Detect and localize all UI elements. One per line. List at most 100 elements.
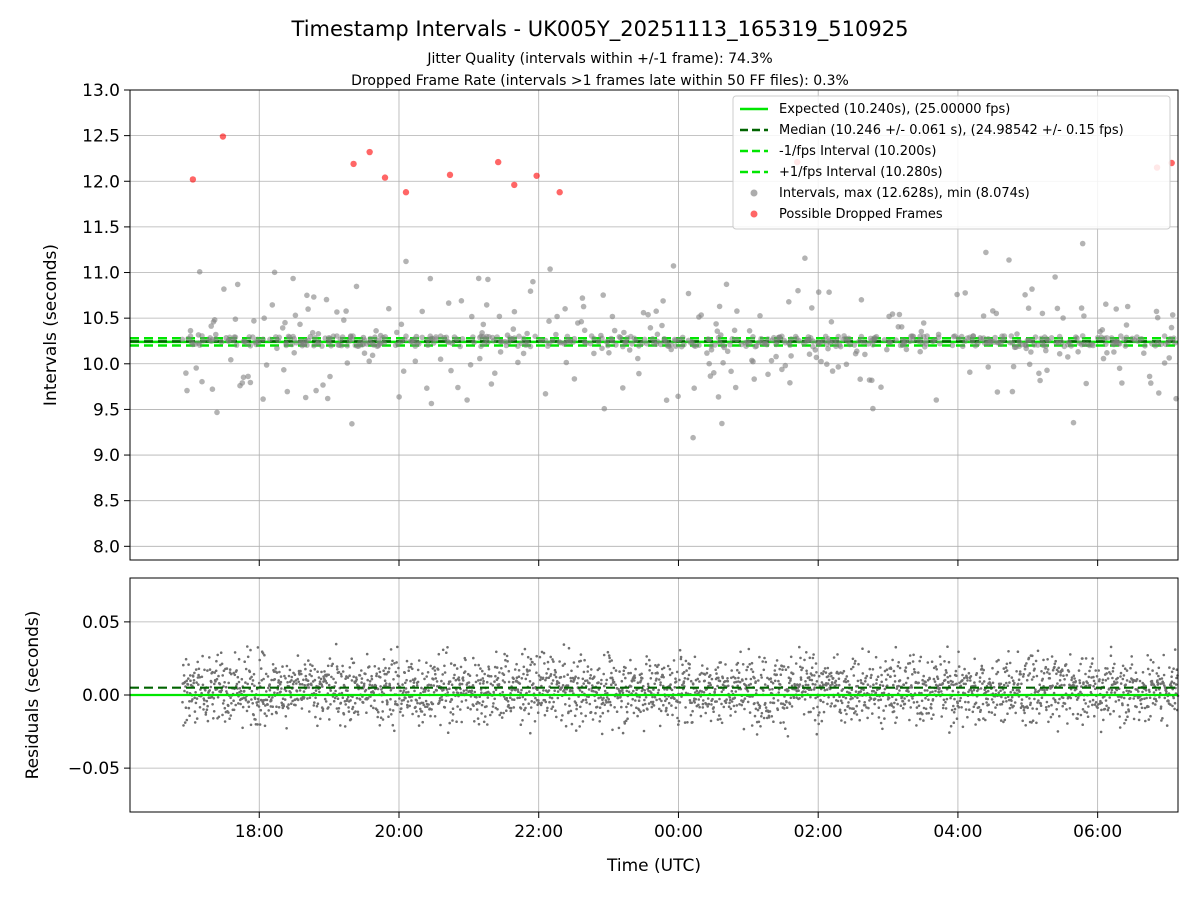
residual-point-2148 xyxy=(901,700,905,703)
residual-point-356 xyxy=(300,707,304,710)
interval-point-254 xyxy=(524,330,530,337)
residual-point-2064 xyxy=(873,702,876,706)
residual-point-857 xyxy=(468,674,472,677)
residual-point-800 xyxy=(449,711,453,714)
residual-point-2217 xyxy=(924,707,928,711)
residual-point-533 xyxy=(360,669,363,672)
residual-point-2278 xyxy=(945,671,948,674)
residual-point-2198 xyxy=(918,659,921,663)
residual-point-1180 xyxy=(577,676,580,680)
residual-point-2192 xyxy=(916,712,919,715)
residual-point-1838 xyxy=(797,685,801,688)
residual-point-2524 xyxy=(1027,656,1031,660)
interval-point-653 xyxy=(1100,355,1107,362)
interval-point-60 xyxy=(263,362,270,368)
interval-point-26 xyxy=(213,331,219,338)
residual-point-1224 xyxy=(591,718,595,721)
residual-point-1762 xyxy=(772,720,775,723)
residual-point-10 xyxy=(184,706,188,709)
residual-point-2221 xyxy=(926,689,929,692)
residual-point-2750 xyxy=(1103,707,1107,711)
residual-point-1018 xyxy=(522,665,526,669)
residual-point-2744 xyxy=(1101,678,1105,682)
residual-point-1375 xyxy=(642,709,645,712)
residual-point-236 xyxy=(260,679,264,682)
interval-point-209 xyxy=(467,362,474,368)
interval-point-120 xyxy=(338,342,345,349)
residual-point-2018 xyxy=(858,700,861,703)
residual-point-583 xyxy=(376,687,380,691)
residual-point-670 xyxy=(406,703,409,707)
interval-point-547 xyxy=(960,343,966,350)
residual-point-1421 xyxy=(657,678,661,681)
interval-point-133 xyxy=(353,283,360,290)
residual-point-1413 xyxy=(655,677,658,681)
residual-point-834 xyxy=(460,682,464,686)
residual-point-18 xyxy=(187,663,190,666)
residual-point-1175 xyxy=(575,707,578,711)
residual-point-491 xyxy=(345,698,349,701)
residual-point-1141 xyxy=(564,703,567,706)
residual-point-1072 xyxy=(540,650,544,654)
residual-point-227 xyxy=(257,700,260,703)
residual-point-2450 xyxy=(1002,683,1006,687)
bottom-panel-reference-lines xyxy=(130,686,1178,697)
residual-point-629 xyxy=(392,678,395,681)
residual-point-162 xyxy=(235,682,239,686)
residual-point-1369 xyxy=(640,672,643,676)
residual-point-641 xyxy=(396,703,399,707)
interval-point-655 xyxy=(1103,341,1109,348)
residual-point-1579 xyxy=(710,677,714,681)
top-panel-frame xyxy=(129,89,1179,561)
residual-point-1427 xyxy=(659,709,663,713)
residual-point-2759 xyxy=(1106,708,1110,712)
residual-point-1314 xyxy=(621,731,625,735)
residual-point-6 xyxy=(183,689,186,693)
residual-point-1907 xyxy=(820,681,824,684)
interval-point-362 xyxy=(696,342,702,349)
residual-point-1560 xyxy=(704,711,707,715)
interval-point-25 xyxy=(213,336,219,342)
residual-point-986 xyxy=(511,680,515,684)
residual-point-2097 xyxy=(884,704,888,708)
residual-point-2402 xyxy=(986,689,990,693)
residual-point-428 xyxy=(324,700,328,703)
residual-point-2468 xyxy=(1008,661,1012,665)
residual-point-1162 xyxy=(571,689,574,693)
residual-point-2458 xyxy=(1005,662,1009,666)
residual-point-2049 xyxy=(868,667,872,671)
residual-point-1501 xyxy=(684,659,688,663)
interval-point-335 xyxy=(659,322,665,329)
residual-point-727 xyxy=(425,661,428,664)
residual-point-1584 xyxy=(712,706,715,709)
residual-point-807 xyxy=(451,713,455,716)
residual-point-1219 xyxy=(590,668,593,671)
interval-point-445 xyxy=(806,351,813,358)
residual-point-809 xyxy=(452,676,456,680)
interval-point-67 xyxy=(276,334,283,341)
residual-point-1458 xyxy=(670,704,673,707)
residual-point-2345 xyxy=(967,671,971,675)
residual-point-2959 xyxy=(1173,701,1177,705)
interval-point-471 xyxy=(835,333,842,340)
residual-point-88 xyxy=(210,695,214,699)
residual-point-2928 xyxy=(1163,684,1166,687)
residual-point-245 xyxy=(263,712,267,715)
residual-point-269 xyxy=(271,705,275,708)
interval-point-527 xyxy=(918,328,925,335)
interval-point-676 xyxy=(1124,303,1131,310)
bottom-y-tick-label-0: −0.05 xyxy=(68,759,120,779)
residual-point-1922 xyxy=(825,688,829,691)
residual-point-1115 xyxy=(555,715,558,719)
residual-point-130 xyxy=(224,685,228,689)
residual-point-564 xyxy=(370,674,373,678)
residual-point-93 xyxy=(212,697,216,700)
residual-point-455 xyxy=(333,696,337,700)
residual-point-2951 xyxy=(1170,670,1174,674)
residual-point-1923 xyxy=(826,702,829,706)
interval-point-62 xyxy=(269,302,276,308)
residual-point-169 xyxy=(237,657,241,661)
interval-point-697 xyxy=(1166,355,1172,361)
residual-point-606 xyxy=(384,684,388,688)
residual-point-1409 xyxy=(653,695,657,699)
